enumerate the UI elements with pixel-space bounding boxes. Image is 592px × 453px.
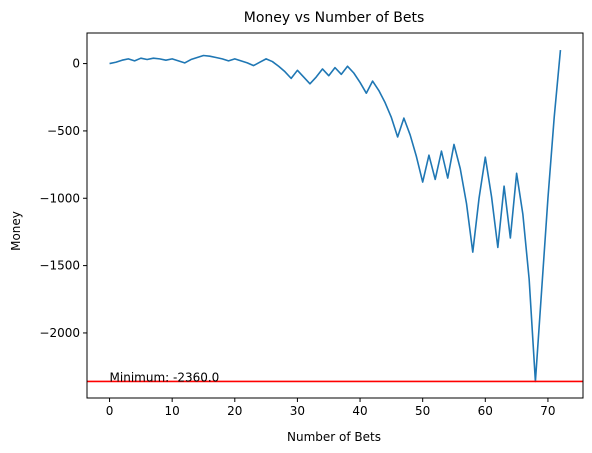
x-tick-label: 60 bbox=[478, 404, 493, 418]
x-axis: 0 10 20 30 40 50 60 70 bbox=[106, 398, 556, 418]
y-axis-title: Money bbox=[9, 211, 23, 251]
x-tick-label: 20 bbox=[227, 404, 242, 418]
y-tick-label: −500 bbox=[47, 124, 80, 138]
y-tick-label: −1000 bbox=[39, 191, 80, 205]
x-tick-label: 10 bbox=[165, 404, 180, 418]
chart-title: Money vs Number of Bets bbox=[244, 10, 425, 26]
y-tick-label: −1500 bbox=[39, 259, 80, 273]
y-tick-label: −2000 bbox=[39, 326, 80, 340]
x-axis-title: Number of Bets bbox=[287, 430, 381, 444]
minimum-annotation: Minimum: -2360.0 bbox=[110, 370, 220, 384]
plot-frame bbox=[86, 32, 584, 399]
x-tick-label: 70 bbox=[540, 404, 555, 418]
series-line bbox=[109, 50, 562, 383]
x-tick-label: 0 bbox=[106, 404, 114, 418]
plot-area: Minimum: -2360.0 bbox=[87, 50, 583, 384]
x-tick-label: 30 bbox=[290, 404, 305, 418]
y-axis: 0 −500 −1000 −1500 −2000 bbox=[39, 57, 87, 340]
x-tick-label: 40 bbox=[352, 404, 367, 418]
x-tick-label: 50 bbox=[415, 404, 430, 418]
y-tick-label: 0 bbox=[72, 57, 80, 71]
